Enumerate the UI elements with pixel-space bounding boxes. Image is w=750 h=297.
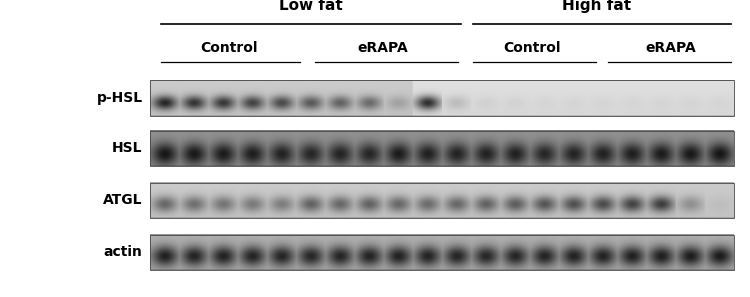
Text: ATGL: ATGL xyxy=(103,193,142,208)
Bar xyxy=(150,183,734,218)
Bar xyxy=(150,131,734,166)
Text: Control: Control xyxy=(200,40,257,55)
Bar xyxy=(150,235,734,270)
Text: eRAPA: eRAPA xyxy=(646,40,697,55)
Text: Low fat: Low fat xyxy=(279,0,343,13)
Text: p-HSL: p-HSL xyxy=(96,91,142,105)
Text: eRAPA: eRAPA xyxy=(357,40,408,55)
Text: HSL: HSL xyxy=(112,141,142,156)
Text: Control: Control xyxy=(504,40,561,55)
Text: High fat: High fat xyxy=(562,0,631,13)
Text: actin: actin xyxy=(104,245,142,260)
Bar xyxy=(150,80,734,116)
